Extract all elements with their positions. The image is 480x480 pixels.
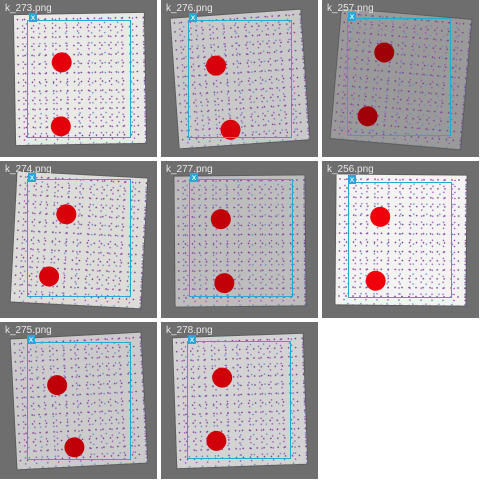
roi-box[interactable] [189, 179, 293, 297]
tile-filename: k_276.png [166, 3, 213, 14]
roi-box[interactable] [348, 182, 452, 298]
tile-filename: k_256.png [327, 164, 374, 175]
close-icon[interactable]: x [28, 173, 36, 182]
tile-filename: k_275.png [5, 325, 52, 336]
roi-box[interactable] [27, 179, 131, 297]
close-icon[interactable]: x [348, 12, 356, 21]
close-icon[interactable]: x [27, 335, 35, 344]
tile-filename: k_257.png [327, 3, 374, 14]
tile-filename: k_277.png [166, 164, 213, 175]
roi-box[interactable] [27, 20, 131, 138]
roi-box[interactable] [187, 341, 291, 459]
gallery-tile[interactable]: k_273.png x [0, 0, 157, 157]
gallery-tile[interactable]: k_275.png x [0, 322, 157, 479]
roi-box[interactable] [188, 20, 292, 138]
roi-box[interactable] [27, 342, 131, 460]
gallery-tile[interactable]: k_277.png x [161, 161, 318, 318]
tile-filename: k_273.png [5, 3, 52, 14]
close-icon[interactable]: x [189, 13, 197, 22]
gallery-tile[interactable]: k_276.png x [161, 0, 318, 157]
gallery-tile[interactable]: k_257.png x [322, 0, 479, 157]
close-icon[interactable]: x [188, 335, 196, 344]
roi-box[interactable] [347, 18, 451, 136]
close-icon[interactable]: x [29, 13, 37, 22]
gallery-tile[interactable]: k_274.png x [0, 161, 157, 318]
close-icon[interactable]: x [348, 175, 356, 184]
gallery-tile[interactable]: k_256.png x [322, 161, 479, 318]
tile-filename: k_278.png [166, 325, 213, 336]
close-icon[interactable]: x [190, 173, 198, 182]
gallery-tile[interactable]: k_278.png x [161, 322, 318, 479]
tile-filename: k_274.png [5, 164, 52, 175]
